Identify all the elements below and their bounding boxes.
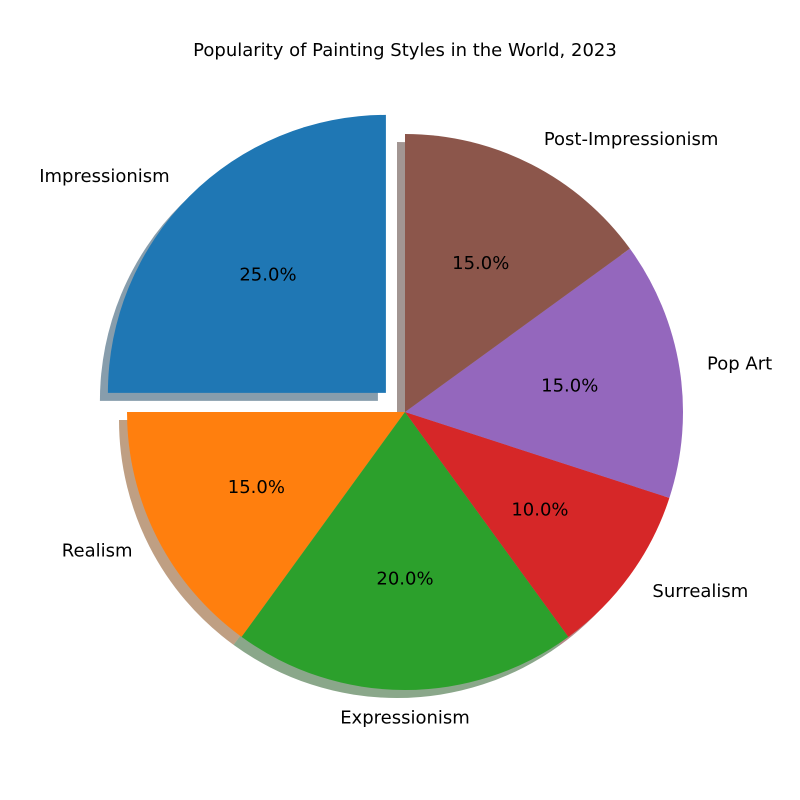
slice-pop-art <box>405 248 683 498</box>
percent-label-pop-art: 15.0% <box>541 375 598 396</box>
category-label-post-impressionism: Post-Impressionism <box>544 129 719 150</box>
category-label-surrealism: Surrealism <box>652 581 748 602</box>
category-label-pop-art: Pop Art <box>707 354 772 375</box>
slice-realism <box>127 412 405 637</box>
percent-label-impressionism: 25.0% <box>239 264 296 285</box>
slice-post-impressionism <box>405 134 630 412</box>
category-label-impressionism: Impressionism <box>39 166 169 187</box>
slice-surrealism <box>405 412 670 637</box>
chart-title: Popularity of Painting Styles in the Wor… <box>193 40 617 61</box>
percent-labels: 25.0% 15.0% 20.0% 10.0% 15.0% 15.0% <box>228 253 599 589</box>
category-labels: Impressionism Realism Expressionism Surreal… <box>39 129 772 728</box>
percent-label-realism: 15.0% <box>228 477 285 498</box>
percent-label-surrealism: 10.0% <box>511 500 568 521</box>
slice-expressionism <box>241 412 569 691</box>
percent-label-expressionism: 20.0% <box>376 568 433 589</box>
category-label-expressionism: Expressionism <box>340 707 470 728</box>
category-label-realism: Realism <box>62 540 133 561</box>
percent-label-post-impressionism: 15.0% <box>452 253 509 274</box>
slice-impressionism <box>107 114 386 393</box>
slices <box>107 114 683 691</box>
